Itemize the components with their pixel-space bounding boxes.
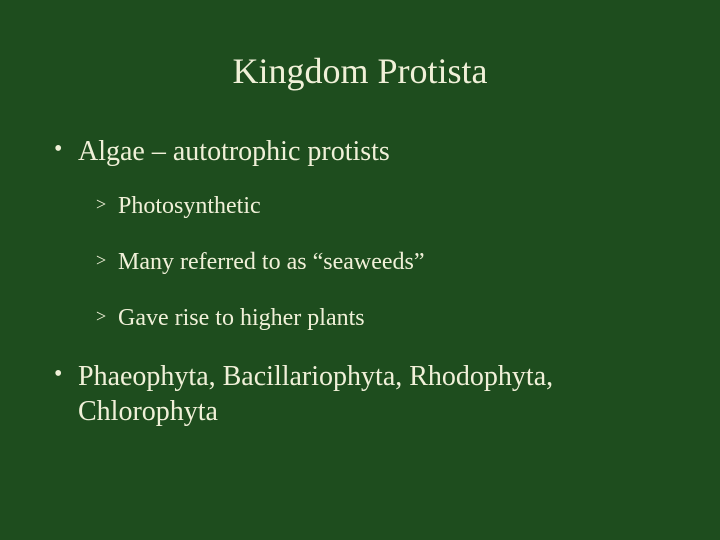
slide: Kingdom Protista Algae – autotrophic pro… [0,0,720,540]
bullet-item: Phaeophyta, Bacillariophyta, Rhodophyta,… [50,359,670,429]
sub-bullet-list: Photosynthetic Many referred to as “seaw… [78,191,670,333]
bullet-item: Algae – autotrophic protists Photosynthe… [50,134,670,333]
sub-bullet-text: Photosynthetic [118,193,261,219]
bullet-text: Phaeophyta, Bacillariophyta, Rhodophyta,… [78,361,553,427]
sub-bullet-text: Many referred to as “seaweeds” [118,249,425,275]
sub-bullet-text: Gave rise to higher plants [118,305,365,331]
sub-bullet-item: Many referred to as “seaweeds” [78,247,670,277]
slide-title: Kingdom Protista [50,50,670,92]
bullet-text: Algae – autotrophic protists [78,136,390,167]
sub-bullet-item: Gave rise to higher plants [78,303,670,333]
sub-bullet-item: Photosynthetic [78,191,670,221]
bullet-list: Algae – autotrophic protists Photosynthe… [50,134,670,429]
